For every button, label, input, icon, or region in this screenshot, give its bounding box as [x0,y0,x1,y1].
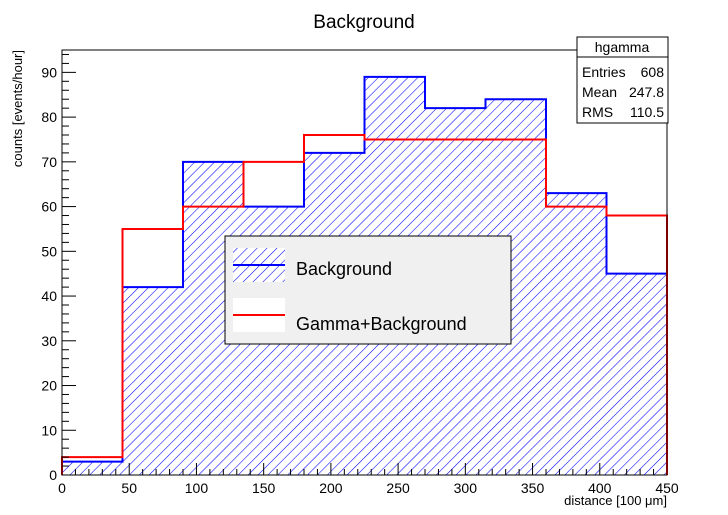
y-tick-label-3: 30 [41,333,57,349]
stats-label-mean: Mean [582,84,617,100]
y-tick-label-9: 90 [41,64,57,80]
x-tick-label-9: 450 [655,480,679,496]
plot-frame [61,49,668,476]
stats-label-rms: RMS [582,104,613,120]
x-tick-label-6: 300 [454,480,478,496]
y-tick-label-6: 60 [41,199,57,215]
background-outline [61,75,668,475]
x-tick-label-5: 250 [386,480,410,496]
legend-swatch-gamma-background [233,298,285,332]
legend-label-background: Background [296,259,392,279]
x-tick-label-7: 350 [521,480,545,496]
x-tick-label-0: 0 [58,480,66,496]
legend: Background Gamma+Background [224,235,512,345]
x-tick-label-2: 100 [185,480,209,496]
stats-label-entries: Entries [582,64,626,80]
stats-value-rms: 110.5 [630,104,664,120]
x-tick-label-1: 50 [121,480,137,496]
x-tick-label-8: 400 [588,480,612,496]
x-tick-label-3: 150 [252,480,276,496]
y-tick-label-0: 0 [49,467,57,483]
x-axis: 0 50 100 150 200 250 300 350 400 450 [58,463,679,496]
background-bar-1 [122,287,183,475]
x-axis-label: distance [100 μm] [564,493,667,508]
background-bar-9 [606,273,667,475]
chart-title: Background [313,12,414,33]
stats-value-entries: 608 [641,64,665,80]
background-bar-8 [546,193,607,475]
stats-title: hgamma [595,39,650,55]
y-tick-label-7: 70 [41,154,57,170]
x-tick-label-4: 200 [319,480,343,496]
y-tick-label-2: 20 [41,378,57,394]
y-tick-label-5: 50 [41,243,57,259]
y-tick-label-4: 40 [41,288,57,304]
y-axis-label: counts [events/hour] [10,50,25,167]
y-tick-label-1: 10 [41,422,57,438]
y-axis: 0 10 20 30 40 50 60 70 80 90 [41,53,76,483]
background-bar-0 [62,461,123,475]
stats-box: hgamma Entries 608 Mean 247.8 RMS 110.5 [576,36,669,124]
legend-label-gamma-background: Gamma+Background [296,314,467,334]
stats-value-mean: 247.8 [629,84,664,100]
y-tick-label-8: 80 [41,109,57,125]
gamma-background-line [61,134,668,475]
legend-swatch-background [233,248,285,282]
